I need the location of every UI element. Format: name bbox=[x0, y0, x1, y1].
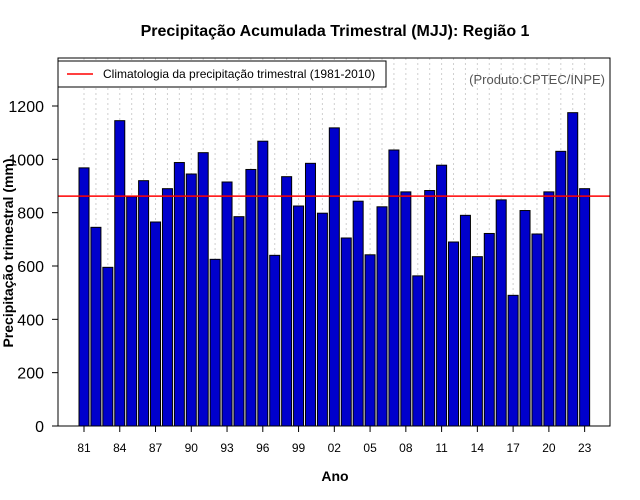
bar-2001 bbox=[316, 212, 328, 427]
legend-climatology-label: Climatologia da precipitação trimestral … bbox=[103, 67, 375, 81]
bar-1992 bbox=[209, 258, 221, 427]
y-tick-label-400: 400 bbox=[17, 312, 44, 329]
bar-2014 bbox=[471, 256, 483, 427]
bar-2019 bbox=[531, 233, 543, 427]
bar-1984 bbox=[114, 120, 126, 427]
bar-2009 bbox=[412, 275, 424, 427]
bar-2004 bbox=[352, 200, 364, 427]
y-tick-label-600: 600 bbox=[17, 259, 44, 276]
x-tick-label-14: 14 bbox=[471, 441, 485, 455]
x-tick-label-90: 90 bbox=[185, 441, 199, 455]
bars bbox=[78, 112, 591, 427]
bar-2006 bbox=[376, 206, 388, 427]
bar-1998 bbox=[281, 176, 293, 427]
bar-1995 bbox=[245, 168, 257, 427]
bar-2008 bbox=[400, 191, 412, 427]
bar-1997 bbox=[269, 254, 281, 427]
x-tick-label-08: 08 bbox=[399, 441, 413, 455]
bar-1990 bbox=[185, 173, 197, 427]
x-tick-label-81: 81 bbox=[77, 441, 91, 455]
legend-box bbox=[57, 60, 387, 88]
x-tick-label-05: 05 bbox=[363, 441, 377, 455]
legend: Climatologia da precipitação trimestral … bbox=[57, 60, 387, 88]
bar-1996 bbox=[257, 140, 269, 427]
bar-2021 bbox=[555, 150, 567, 427]
bar-2016 bbox=[495, 199, 507, 427]
bar-2013 bbox=[459, 214, 471, 427]
bar-1994 bbox=[233, 216, 245, 427]
chart-title: Precipitação Acumulada Trimestral (MJJ):… bbox=[141, 23, 530, 40]
bar-1986 bbox=[138, 180, 150, 427]
bar-1983 bbox=[102, 266, 114, 427]
bar-1982 bbox=[90, 226, 102, 427]
x-tick-label-84: 84 bbox=[113, 441, 127, 455]
y-tick-label-1000: 1000 bbox=[8, 152, 44, 169]
x-tick-label-87: 87 bbox=[149, 441, 163, 455]
bar-1981 bbox=[78, 167, 90, 427]
bar-1999 bbox=[293, 205, 305, 427]
bar-1985 bbox=[126, 196, 138, 427]
bar-1988 bbox=[161, 188, 173, 427]
y-tick-label-0: 0 bbox=[35, 419, 44, 436]
x-tick-label-11: 11 bbox=[435, 441, 448, 455]
bar-2010 bbox=[424, 190, 436, 427]
bar-1993 bbox=[221, 181, 233, 427]
x-tick-label-99: 99 bbox=[292, 441, 306, 455]
y-axis: 0 200 400 600 800 1000 1200 bbox=[8, 99, 58, 436]
bar-2003 bbox=[340, 237, 352, 427]
y-tick-label-200: 200 bbox=[17, 366, 44, 383]
y-tick-label-800: 800 bbox=[17, 206, 44, 223]
x-tick-label-93: 93 bbox=[220, 441, 234, 455]
bar-2023 bbox=[579, 188, 591, 427]
bar-2005 bbox=[364, 254, 376, 427]
bar-2018 bbox=[519, 210, 531, 427]
bar-2022 bbox=[567, 112, 579, 427]
bar-2015 bbox=[483, 232, 495, 427]
x-tick-label-23: 23 bbox=[578, 441, 592, 455]
bar-2002 bbox=[328, 127, 340, 427]
x-tick-label-96: 96 bbox=[256, 441, 270, 455]
x-tick-label-02: 02 bbox=[328, 441, 342, 455]
bar-2011 bbox=[436, 164, 448, 427]
bar-2007 bbox=[388, 149, 400, 427]
bar-1991 bbox=[197, 152, 209, 427]
credit-text: (Produto:CPTEC/INPE) bbox=[469, 72, 605, 87]
x-axis: 81 84 87 90 93 96 99 02 05 08 11 14 17 20 23 bbox=[77, 426, 592, 455]
y-tick-label-1200: 1200 bbox=[8, 99, 44, 116]
bar-2012 bbox=[448, 241, 460, 427]
y-axis-label: Precipitação trimestral (mm) bbox=[0, 158, 16, 347]
bar-1987 bbox=[150, 221, 162, 427]
x-axis-label: Ano bbox=[321, 468, 348, 484]
x-tick-label-20: 20 bbox=[542, 441, 556, 455]
bar-1989 bbox=[173, 162, 185, 427]
bar-2020 bbox=[543, 191, 555, 427]
x-tick-label-17: 17 bbox=[506, 441, 520, 455]
bar-2000 bbox=[304, 162, 316, 427]
bar-2017 bbox=[507, 294, 519, 427]
